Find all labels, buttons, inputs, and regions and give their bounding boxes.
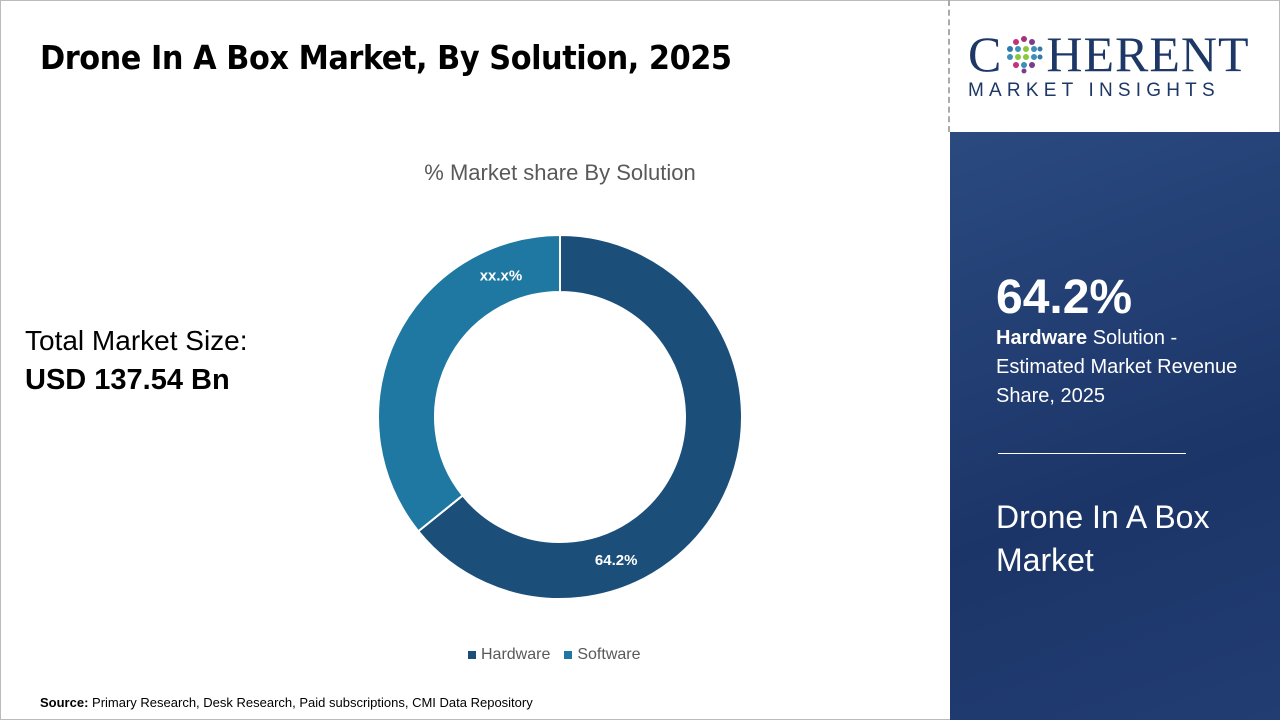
highlight-desc-text: Solution - Estimated Market Revenue Shar…	[996, 327, 1238, 407]
donut-chart: 64.2% xx.x%	[377, 233, 743, 600]
divider	[948, 0, 950, 132]
panel-divider	[998, 453, 1186, 454]
page-title: Drone In A Box Market, By Solution, 2025	[40, 38, 732, 77]
slice-hardware	[416, 233, 743, 600]
highlight-desc: Hardware Solution - Estimated Market Rev…	[996, 324, 1256, 411]
logo-sub: MARKET INSIGHTS	[968, 80, 1220, 101]
globe-icon	[1007, 36, 1043, 74]
source-label: Source:	[40, 695, 89, 710]
legend-label: Hardware	[481, 646, 551, 663]
legend-item-hardware: Hardware	[468, 646, 550, 664]
slice-software	[377, 233, 561, 533]
highlight-segment: Hardware	[996, 327, 1088, 349]
source-note: Source: Primary Research, Desk Research,…	[40, 695, 533, 710]
legend-item-software: Software	[564, 646, 641, 664]
logo-main: C HERENT	[968, 26, 1250, 82]
legend-label: Software	[577, 646, 641, 663]
data-label-hardware: 64.2%	[595, 552, 638, 569]
source-text: Primary Research, Desk Research, Paid su…	[88, 695, 533, 710]
data-label-software: xx.x%	[480, 267, 523, 284]
highlight-panel: 64.2% Hardware Solution - Estimated Mark…	[950, 132, 1280, 720]
logo: C HERENT MARKET INSIGHTS	[968, 26, 1260, 102]
total-market-label: Total Market Size:	[25, 325, 248, 356]
market-name: Drone In A Box Market	[996, 499, 1210, 578]
chart-title: % Market share By Solution	[424, 160, 696, 185]
total-market-value: USD 137.54 Bn	[25, 364, 230, 396]
legend: Hardware Software	[468, 646, 641, 664]
highlight-value: 64.2%	[996, 271, 1133, 324]
